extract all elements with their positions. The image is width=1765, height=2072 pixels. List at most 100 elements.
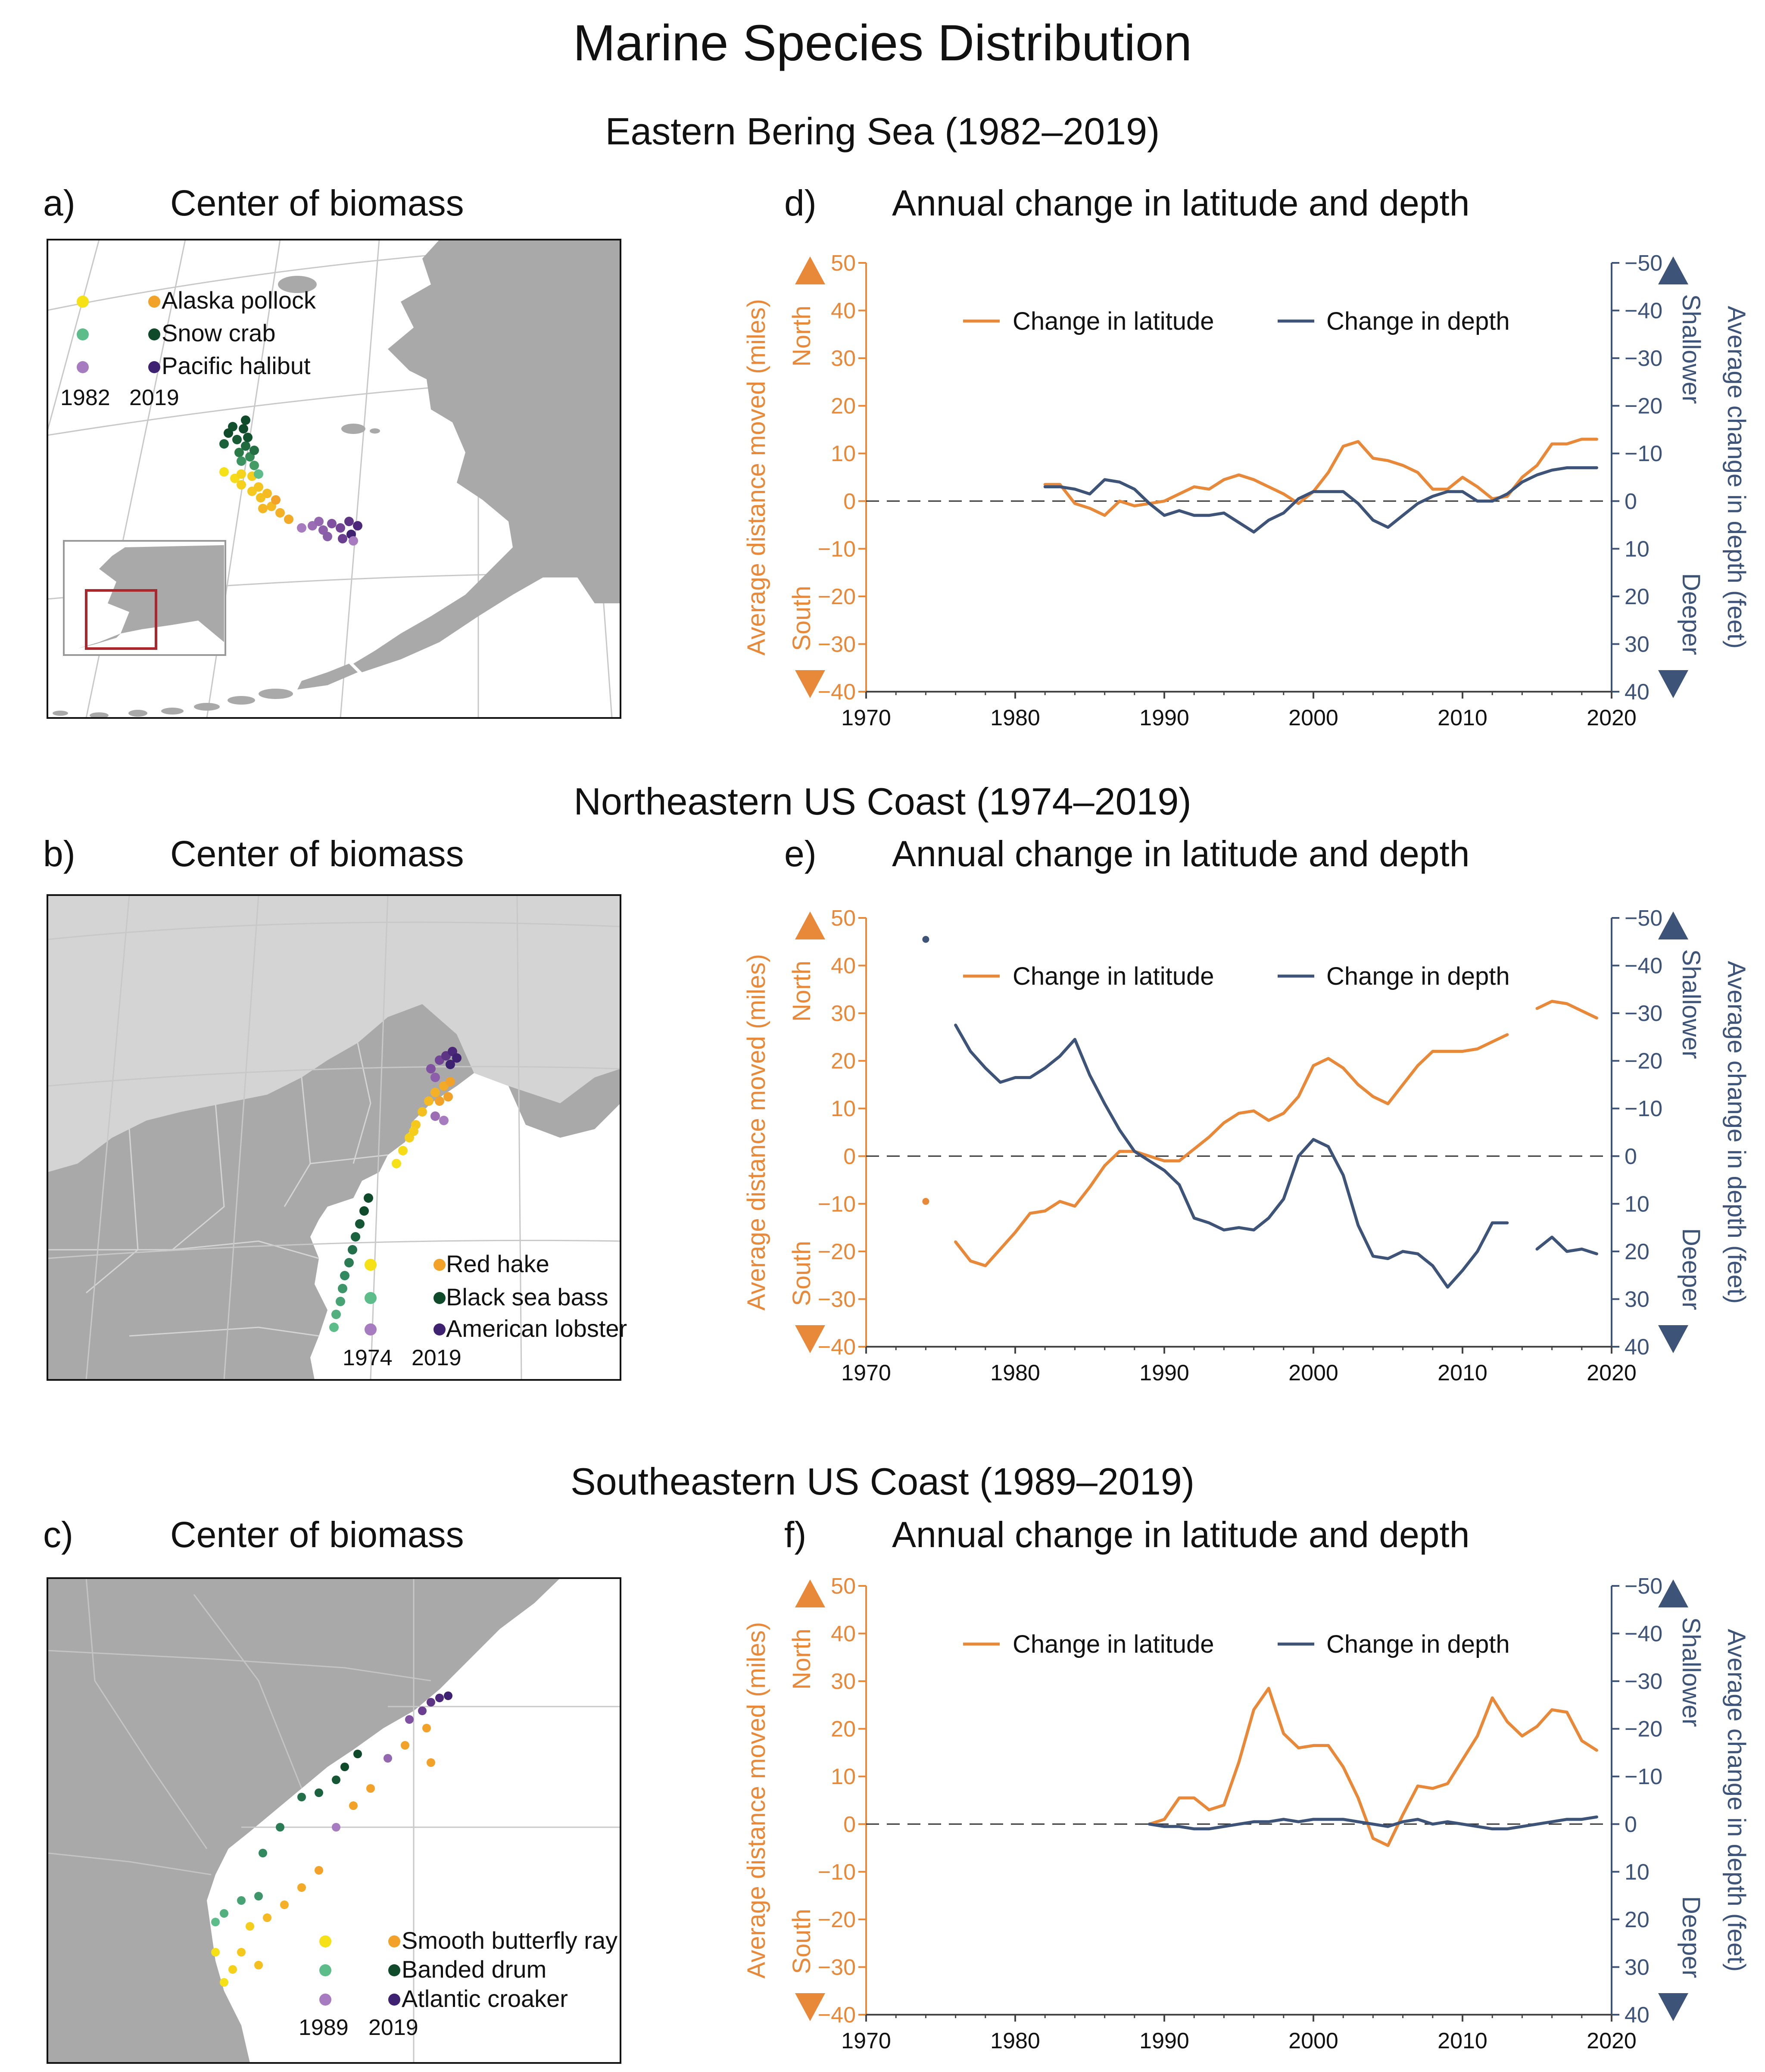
map-heading-b: Center of biomass	[170, 833, 464, 874]
left-tick-label: −40	[818, 2003, 856, 2028]
legend-year-start-a: 1982	[60, 385, 110, 410]
map-heading-a: Center of biomass	[170, 183, 464, 223]
right-tick-label: −10	[1625, 441, 1662, 466]
left-tick-label: −10	[818, 537, 856, 562]
x-tick-label: 1980	[990, 2028, 1040, 2053]
left-tick-label: 40	[831, 954, 856, 979]
legend-label-american-lobster: American lobster	[446, 1315, 627, 1342]
left-tick-label: −20	[818, 584, 856, 609]
right-tick-label: 20	[1625, 1239, 1650, 1264]
left-tick-label: 0	[843, 489, 856, 514]
map-legend-c: Smooth butterfly ray Banded drum Atlanti…	[299, 1927, 617, 2040]
series-line-depth	[1148, 1815, 1598, 1831]
legend-label-latitude: Change in latitude	[1013, 962, 1214, 990]
region-title-northeast: Northeastern US Coast (1974–2019)	[574, 780, 1191, 823]
right-tick-label: 10	[1625, 537, 1650, 562]
legend-label-latitude: Change in latitude	[1013, 1630, 1214, 1658]
north-label: North	[788, 1629, 816, 1690]
right-tick-label: −10	[1625, 1096, 1662, 1121]
right-tick-label: −40	[1625, 299, 1662, 324]
left-tick-label: 10	[831, 441, 856, 466]
legend-year-end-a: 2019	[129, 385, 179, 410]
track-pacific-halibut	[297, 517, 362, 546]
map-southeast: Smooth butterfly ray Banded drum Atlanti…	[47, 1577, 621, 2064]
series-line-depth	[1043, 466, 1598, 534]
series-line-latitude	[1148, 1687, 1598, 1847]
right-tick-label: −20	[1625, 1049, 1662, 1074]
track-atlantic-croaker	[332, 1691, 452, 1832]
series-line-latitude	[1535, 1000, 1598, 1020]
left-tick-label: −10	[818, 1192, 856, 1217]
right-axis-label: Average change in depth (feet)	[1722, 306, 1750, 649]
panel-letter-f: f)	[784, 1514, 806, 1555]
left-axis-label: Average distance moved (miles)	[742, 1622, 770, 1978]
shallower-arrow-icon	[1658, 911, 1688, 939]
legend-label-snow-crab: Snow crab	[162, 319, 276, 346]
left-tick-label: 40	[831, 299, 856, 324]
south-arrow-icon	[795, 670, 825, 698]
north-arrow-icon	[795, 256, 825, 284]
right-tick-label: 40	[1625, 680, 1650, 705]
track-smooth-butterfly-ray	[211, 1724, 435, 1987]
left-tick-label: 30	[831, 1669, 856, 1694]
south-arrow-icon	[795, 1325, 825, 1353]
right-tick-label: −50	[1625, 906, 1662, 931]
south-arrow-icon	[795, 1993, 825, 2021]
panel-letter-c: c)	[43, 1514, 73, 1555]
chart-heading-f: Annual change in latitude and depth	[892, 1514, 1469, 1555]
shallower-arrow-icon	[1658, 256, 1688, 284]
legend-year-end-b: 2019	[412, 1345, 462, 1370]
deeper-label: Deeper	[1677, 573, 1705, 655]
north-arrow-icon	[795, 1579, 825, 1607]
right-tick-label: −20	[1625, 394, 1662, 419]
legend-label-smooth-butterfly-ray: Smooth butterfly ray	[402, 1927, 617, 1954]
x-tick-label: 1980	[990, 1361, 1040, 1385]
x-tick-label: 1990	[1139, 2028, 1189, 2053]
left-tick-label: −40	[818, 1335, 856, 1360]
right-tick-label: 20	[1625, 1907, 1650, 1932]
deeper-arrow-icon	[1658, 1993, 1688, 2021]
legend-label-depth: Change in depth	[1326, 1630, 1510, 1658]
x-tick-label: 2010	[1438, 705, 1487, 730]
shallower-label: Shallower	[1677, 1617, 1705, 1727]
left-tick-label: 10	[831, 1096, 856, 1121]
series-line-latitude	[1043, 437, 1598, 517]
left-tick-label: 20	[831, 1717, 856, 1742]
x-tick-label: 1980	[990, 705, 1040, 730]
right-tick-label: −40	[1625, 954, 1662, 979]
north-arrow-icon	[795, 911, 825, 939]
legend-label-depth: Change in depth	[1326, 307, 1510, 335]
legend-label-latitude: Change in latitude	[1013, 307, 1214, 335]
right-tick-label: 0	[1625, 489, 1637, 514]
deeper-label: Deeper	[1677, 1228, 1705, 1310]
panel-letter-a: a)	[43, 183, 75, 223]
land-us-southeast	[47, 1578, 560, 2063]
x-tick-label: 1990	[1139, 1361, 1189, 1385]
series-line-latitude	[954, 1033, 1509, 1267]
left-tick-label: 0	[843, 1812, 856, 1837]
chart-heading-d: Annual change in latitude and depth	[892, 183, 1469, 223]
shallower-label: Shallower	[1677, 294, 1705, 404]
chart-panel-f: −40−30−20−1001020304050403020100−10−20−3…	[742, 1574, 1750, 2053]
left-axis-label: Average distance moved (miles)	[742, 954, 770, 1311]
right-tick-label: 40	[1625, 2003, 1650, 2028]
x-tick-label: 2020	[1587, 2028, 1637, 2053]
x-tick-label: 2010	[1438, 1361, 1487, 1385]
right-tick-label: 40	[1625, 1335, 1650, 1360]
shallower-arrow-icon	[1658, 1579, 1688, 1607]
right-axis-label: Average change in depth (feet)	[1722, 961, 1750, 1304]
series-point-depth	[922, 936, 929, 943]
track-american-lobster	[426, 1047, 462, 1125]
legend-year-start-b: 1974	[343, 1345, 393, 1370]
left-tick-label: 40	[831, 1622, 856, 1647]
north-label: North	[788, 961, 816, 1022]
track-black-sea-bass	[329, 1193, 373, 1332]
x-tick-label: 1970	[841, 705, 891, 730]
track-alaska-pollock	[219, 467, 293, 524]
legend-label-banded-drum: Banded drum	[402, 1956, 546, 1983]
map-legend-a: Alaska pollock Snow crab Pacific halibut…	[60, 287, 316, 410]
x-tick-label: 1970	[841, 1361, 891, 1385]
right-tick-label: 0	[1625, 1144, 1637, 1169]
panel-letter-e: e)	[784, 833, 817, 874]
